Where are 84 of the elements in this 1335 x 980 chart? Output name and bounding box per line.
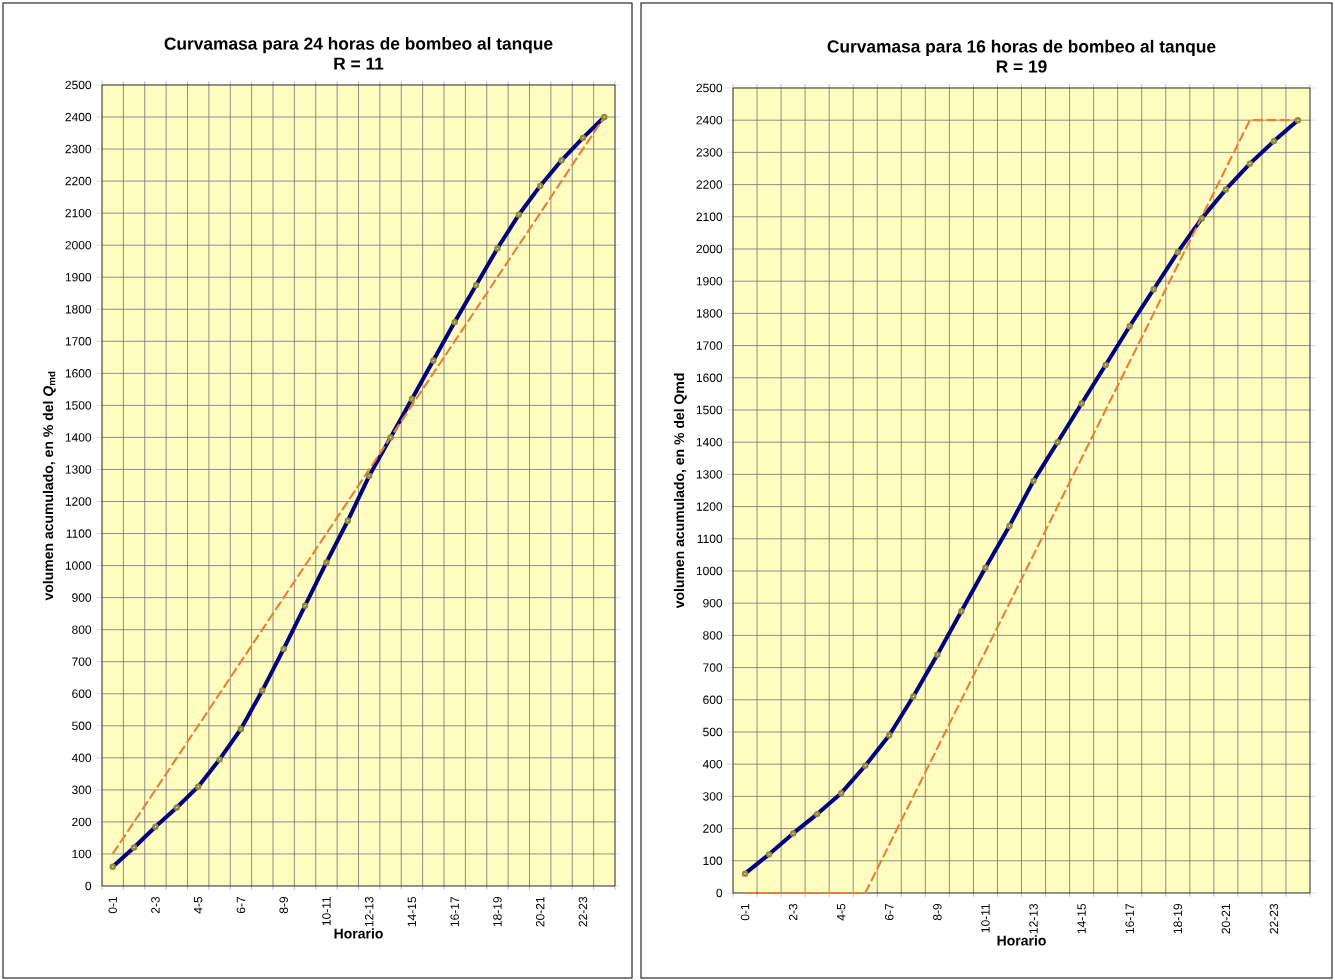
y-tick-label: 1900 (696, 276, 723, 286)
chart-title: Curvamasa para 24 horas de bombeo al tanque (164, 37, 553, 54)
y-tick-label: 200 (72, 817, 92, 827)
x-axis-title: Horario (997, 935, 1046, 946)
y-tick-label: 2100 (696, 212, 723, 222)
y-tick-label: 1800 (65, 305, 92, 314)
y-tick-label: 2200 (65, 176, 92, 186)
x-tick-label: 18-19 (493, 896, 502, 927)
y-tick-label: 1000 (65, 561, 92, 570)
y-tick-label: 400 (702, 759, 723, 769)
y-axis-title: volumen acumulado, en % del Q$_{md}$ (42, 371, 56, 601)
y-tick-label: 900 (703, 598, 723, 608)
x-tick-label: 10-11 (322, 896, 331, 926)
y-tick-label: 1500 (696, 405, 723, 415)
y-tick-label: 1100 (697, 534, 723, 544)
x-tick-label: 16-17 (1125, 904, 1134, 934)
y-tick-label: 500 (703, 727, 723, 737)
x-tick-label: 14-15 (1077, 903, 1086, 934)
y-tick-label: 700 (703, 663, 723, 672)
y-tick-label: 900 (72, 593, 92, 602)
y-tick-label: 2400 (696, 115, 723, 125)
y-tick-label: 800 (703, 631, 723, 640)
y-tick-label: 2300 (696, 148, 723, 157)
x-tick-label: 14-15 (407, 896, 417, 927)
y-tick-label: 100 (72, 849, 92, 859)
x-tick-label: 18-19 (1173, 903, 1183, 934)
y-tick-label: 1200 (696, 502, 723, 511)
y-tick-label: 1600 (696, 373, 723, 383)
x-tick-label: 0-1 (108, 896, 117, 914)
x-tick-label: 6-7 (885, 904, 894, 921)
y-tick-label: 1700 (65, 337, 92, 346)
x-tick-label: 6-7 (236, 897, 246, 914)
chart-subtitle: R = 11 (334, 57, 384, 70)
y-tick-label: 300 (703, 792, 723, 801)
y-tick-label: 2300 (65, 144, 92, 154)
y-tick-label: 1000 (696, 566, 723, 576)
y-tick-label: 600 (72, 689, 92, 698)
y-tick-label: 0 (85, 881, 92, 891)
chart-title: Curvamasa para 16 horas de bombeo al tanque (827, 39, 1216, 57)
y-tick-label: 800 (72, 625, 92, 634)
y-tick-label: 0 (716, 888, 723, 898)
y-tick-label: 1300 (696, 470, 723, 479)
y-tick-label: 2000 (65, 240, 92, 250)
x-tick-label: 8-9 (933, 903, 942, 921)
y-tick-label: 200 (703, 824, 723, 833)
x-tick-label: 4-5 (194, 896, 203, 914)
y-tick-label: 1900 (65, 272, 92, 282)
y-tick-label: 1400 (65, 433, 92, 442)
y-tick-label: 1400 (696, 437, 723, 447)
y-tick-label: 300 (72, 785, 92, 795)
y-tick-label: 600 (703, 695, 723, 705)
y-tick-label: 2200 (696, 180, 723, 189)
y-tick-label: 400 (71, 753, 92, 763)
y-tick-label: 2500 (65, 80, 92, 90)
x-tick-label: 22-23 (1269, 903, 1279, 934)
y-tick-label: 2400 (65, 112, 92, 122)
y-tick-label: 1300 (65, 465, 92, 474)
y-tick-label: 2000 (696, 244, 723, 254)
x-tick-label: 8-9 (279, 896, 288, 914)
x-tick-label: 20-21 (535, 896, 545, 927)
y-tick-label: 1100 (66, 529, 92, 538)
x-tick-label: 22-23 (578, 896, 588, 927)
x-tick-label: 0-1 (740, 903, 750, 921)
y-tick-label: 700 (72, 657, 92, 666)
y-axis-title: volumen acumulado, en % del Qmd (673, 373, 687, 609)
y-tick-label: 1700 (696, 341, 723, 350)
x-axis-title: Horario (334, 928, 383, 939)
y-tick-label: 2100 (65, 208, 92, 218)
x-tick-label: 12-13 (364, 896, 374, 927)
y-tick-label: 100 (703, 856, 723, 866)
x-tick-label: 12-13 (1029, 903, 1038, 934)
y-tick-label: 1500 (65, 401, 92, 410)
x-tick-label: 16-17 (450, 897, 459, 927)
x-tick-label: 20-21 (1221, 903, 1231, 934)
x-tick-label: 2-3 (151, 896, 160, 914)
y-tick-label: 500 (72, 721, 92, 731)
x-tick-label: 4-5 (837, 903, 846, 921)
y-tick-label: 1200 (65, 497, 92, 506)
y-tick-label: 1800 (696, 309, 723, 318)
y-tick-label: 1600 (65, 369, 92, 378)
x-tick-label: 2-3 (788, 903, 798, 921)
y-tick-label: 2500 (696, 83, 723, 93)
x-tick-label: 10-11 (981, 903, 990, 933)
chart-subtitle: R = 19 (996, 60, 1047, 73)
